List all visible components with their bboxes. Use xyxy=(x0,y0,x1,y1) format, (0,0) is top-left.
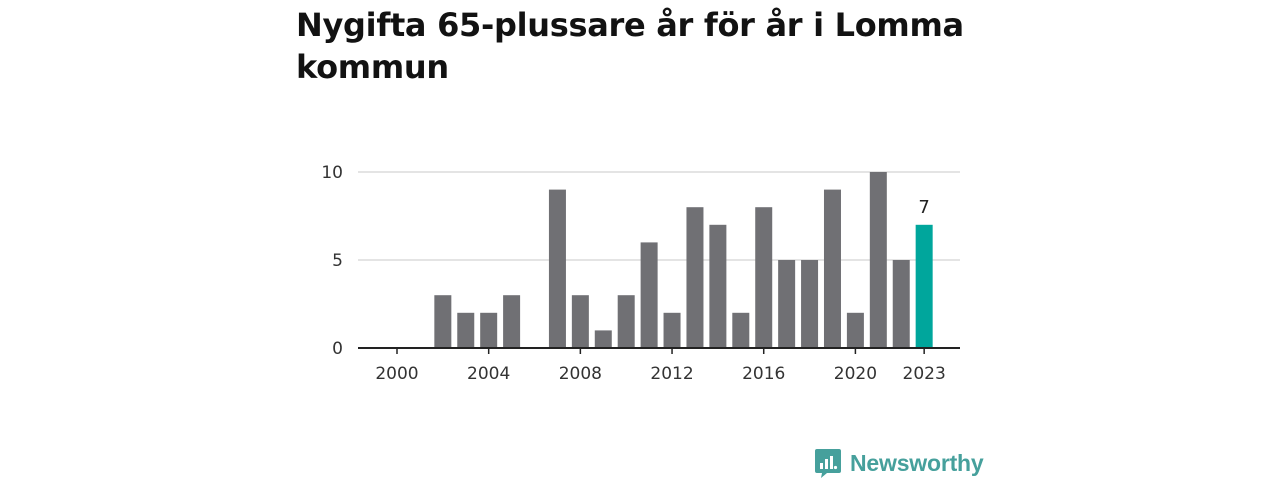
x-tick-label: 2012 xyxy=(650,364,693,384)
gridlines xyxy=(358,171,960,261)
x-tick-label: 2000 xyxy=(375,364,418,384)
bar-2005 xyxy=(503,295,521,348)
bar-2014 xyxy=(709,224,727,348)
bar-2010 xyxy=(617,295,635,348)
newsworthy-logo: Newsworthy xyxy=(814,446,984,480)
y-axis-ticks: 0 5 10 xyxy=(321,163,343,359)
chart-title: Nygifta 65-plussare år för år i Lomma ko… xyxy=(296,6,964,86)
x-tick-label: 2008 xyxy=(559,364,602,384)
newsworthy-logo-icon xyxy=(815,449,841,478)
bar-2012 xyxy=(663,312,681,348)
bar-2018 xyxy=(801,260,819,348)
bar-2007 xyxy=(548,189,566,348)
data-label-2023: 7 xyxy=(918,197,929,218)
bar-2020 xyxy=(846,312,864,348)
bar-2011 xyxy=(640,242,658,348)
x-axis-ticks: 2000 2004 2008 2012 2016 2020 2023 xyxy=(375,348,946,384)
y-tick-label: 0 xyxy=(332,339,343,359)
y-tick-label: 10 xyxy=(321,163,343,183)
bar-2016 xyxy=(755,207,773,348)
bar-2015 xyxy=(732,312,750,348)
bar-2022 xyxy=(892,260,910,348)
bar-2019 xyxy=(823,189,841,348)
x-tick-label: 2016 xyxy=(742,364,785,384)
y-tick-label: 5 xyxy=(332,251,343,271)
bars xyxy=(434,172,933,348)
bar-2021 xyxy=(869,172,887,348)
x-tick-label: 2004 xyxy=(467,364,510,384)
bar-2002 xyxy=(434,295,452,348)
x-tick-label: 2020 xyxy=(834,364,877,384)
newsworthy-logo-text: Newsworthy xyxy=(850,449,984,476)
bar-2003 xyxy=(457,312,475,348)
bar-2004 xyxy=(480,312,498,348)
bar-2009 xyxy=(594,330,612,348)
bar-2013 xyxy=(686,207,704,348)
bar-2008 xyxy=(571,295,589,348)
x-tick-label: 2023 xyxy=(903,364,946,384)
bar-2017 xyxy=(778,260,796,348)
bar-2023 xyxy=(915,224,933,348)
data-labels: 7 xyxy=(918,197,929,218)
